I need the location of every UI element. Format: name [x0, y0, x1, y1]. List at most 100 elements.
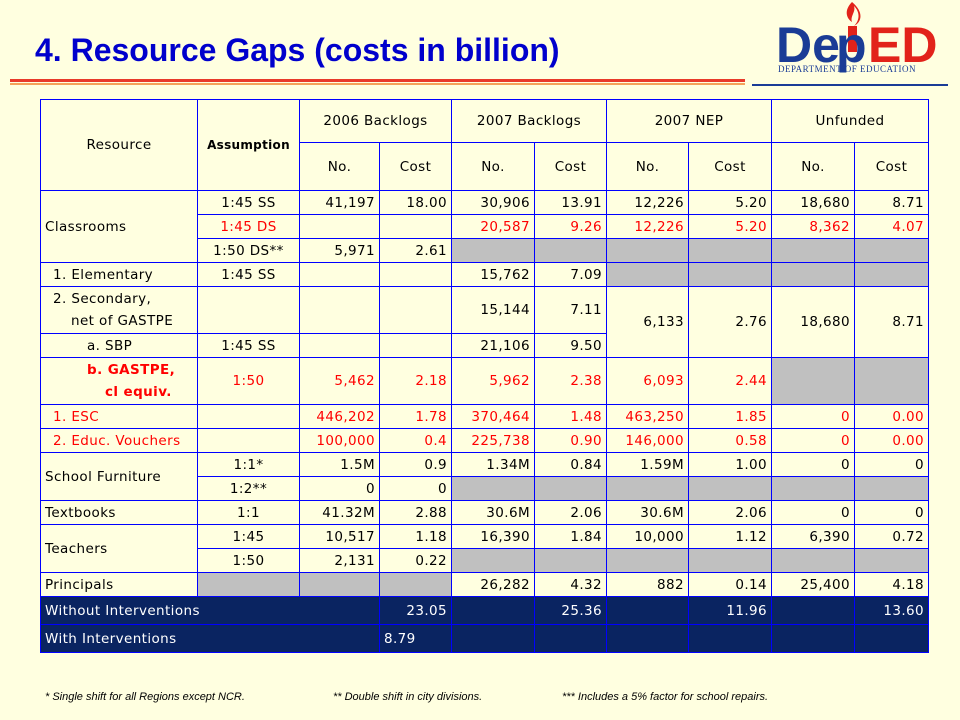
shaded-cell	[451, 476, 535, 501]
cell: 41.32M	[299, 500, 380, 525]
cell: 1.48	[534, 404, 607, 429]
row-label-gastpe: b. GASTPE, cl equiv.	[40, 357, 198, 405]
gastpe-label-line1: b. GASTPE,	[87, 362, 176, 378]
shaded-cell	[451, 238, 535, 263]
cell: 2.61	[379, 238, 452, 263]
shaded-cell	[534, 476, 607, 501]
gastpe-label-line2: cl equiv.	[105, 384, 172, 400]
empty-cell	[379, 333, 452, 358]
header-no: No.	[771, 142, 855, 191]
header-no: No.	[606, 142, 689, 191]
cell: 0	[771, 500, 855, 525]
merged-cell: 2.76	[688, 286, 772, 358]
cell: 1.78	[379, 404, 452, 429]
cell: 41,197	[299, 190, 380, 215]
cell: 0.00	[853, 428, 930, 453]
cell: 10,517	[299, 524, 380, 549]
empty-cell	[197, 286, 300, 334]
cell: 0	[379, 476, 452, 501]
shaded-cell	[688, 262, 772, 287]
shaded-cell	[606, 548, 689, 573]
empty-cell	[606, 624, 689, 653]
shaded-cell	[606, 476, 689, 501]
cell: 1.18	[379, 524, 452, 549]
cell: 9.50	[534, 333, 607, 358]
empty-cell	[299, 333, 380, 358]
torch-flame-icon	[846, 2, 861, 26]
header-cost: Cost	[379, 142, 452, 191]
shaded-cell	[771, 262, 855, 287]
table-row: School Furniture 1:1* 1.5M 0.9 1.34M 0.8…	[40, 452, 930, 501]
total-cell: 23.05	[379, 596, 452, 625]
cell: 30.6M	[451, 500, 535, 525]
cell: 0.84	[534, 452, 607, 477]
assumption-cell: 1:50 DS**	[197, 238, 300, 263]
cell: 30,906	[451, 190, 535, 215]
cell: 1.85	[688, 404, 772, 429]
cell: 0	[771, 428, 855, 453]
shaded-cell	[853, 238, 930, 263]
header-no: No.	[299, 142, 380, 191]
empty-cell	[299, 214, 380, 239]
shaded-cell	[534, 548, 607, 573]
assumption-cell: 1:45	[197, 524, 300, 549]
cell: 0.9	[379, 452, 452, 477]
assumption-cell: 1:45 SS	[197, 333, 300, 358]
cell: 5.20	[688, 214, 772, 239]
row-label-sbp: a. SBP	[40, 333, 198, 358]
cell: 1.5M	[299, 452, 380, 477]
cell: 21,106	[451, 333, 535, 358]
shaded-cell	[606, 238, 689, 263]
header-2007-backlogs: 2007 Backlogs	[451, 98, 607, 144]
merged-cell: 18,680	[771, 286, 855, 358]
cell: 20,587	[451, 214, 535, 239]
cell: 18.00	[379, 190, 452, 215]
shaded-cell	[197, 572, 300, 597]
empty-cell	[771, 624, 855, 653]
assumption-cell: 1:45 SS	[197, 190, 300, 215]
cell: 1.34M	[451, 452, 535, 477]
cell: 0.00	[853, 404, 930, 429]
page-title: 4. Resource Gaps (costs in billion)	[35, 32, 560, 68]
empty-cell	[853, 624, 930, 653]
cell: 0.72	[853, 524, 930, 549]
empty-cell	[299, 262, 380, 287]
cell: 0.90	[534, 428, 607, 453]
cell: 5,971	[299, 238, 380, 263]
total-cell: 8.79	[379, 624, 452, 653]
cell: 0	[853, 500, 930, 525]
cell: 7.09	[534, 262, 607, 287]
table-row: 1:50 2,131 0.22	[41, 548, 930, 573]
cell: 16,390	[451, 524, 535, 549]
table-row: 2. Educ. Vouchers 100,000 0.4 225,738 0.…	[40, 428, 930, 453]
total-row-with: With Interventions 8.79	[40, 624, 930, 653]
header-unfunded: Unfunded	[770, 98, 930, 144]
cell: 12,226	[606, 214, 689, 239]
deped-logo: De p ED DEPARTMENT OF EDUCATION	[776, 2, 937, 74]
empty-cell	[379, 286, 452, 334]
cell: 2.38	[534, 357, 607, 405]
assumption-cell: 1:50	[197, 357, 300, 405]
row-label-without: Without Interventions	[40, 596, 380, 625]
assumption-cell: 1:45 SS	[197, 262, 300, 287]
empty-cell	[771, 596, 855, 625]
cell: 10,000	[606, 524, 689, 549]
assumption-cell: 1:45 DS	[197, 214, 300, 239]
shaded-cell	[688, 476, 772, 501]
cell: 0.14	[688, 572, 772, 597]
cell: 0.58	[688, 428, 772, 453]
cell: 4.18	[853, 572, 930, 597]
cell: 0	[853, 452, 930, 477]
row-label-furniture: School Furniture	[40, 452, 198, 501]
empty-cell	[606, 596, 689, 625]
cell: 7.11	[534, 286, 607, 334]
total-row-without: Without Interventions 23.05 25.36 11.96 …	[40, 596, 930, 625]
total-cell: 13.60	[853, 596, 930, 625]
total-cell: 25.36	[534, 596, 607, 625]
table-row: 1:45 DS 20,587 9.26 12,226 5.20 8,362 4.…	[41, 214, 930, 239]
row-label-with: With Interventions	[40, 624, 380, 653]
row-label-secondary: 2. Secondary, net of GASTPE	[40, 286, 198, 334]
cell: 8.71	[853, 190, 930, 215]
cell: 15,144	[451, 286, 535, 334]
cell: 2.18	[379, 357, 452, 405]
